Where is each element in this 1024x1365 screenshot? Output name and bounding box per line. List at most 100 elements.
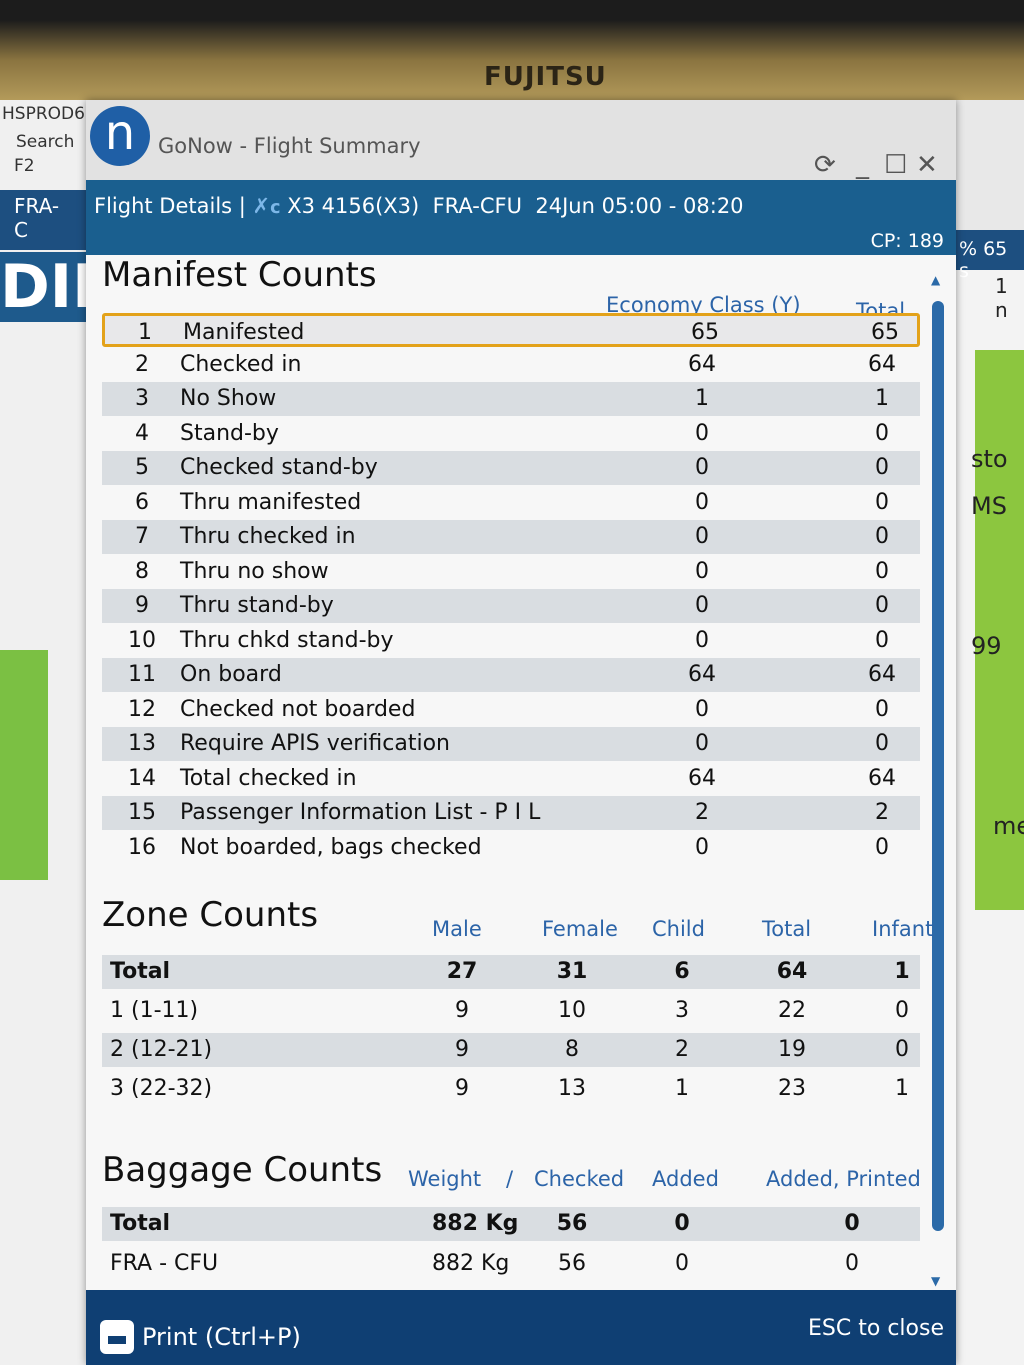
row-number: 16 [128,834,156,860]
zone-col-header: Female [542,917,618,941]
economy-count: 0 [695,420,709,446]
row-label: Thru stand-by [180,593,334,618]
esc-hint: ESC to close [808,1316,944,1341]
zone-value: 0 [895,1037,909,1062]
manifest-row[interactable]: 9 Thru stand-by 0 0 [102,589,920,623]
economy-count: 0 [695,489,709,515]
maximize-icon[interactable]: ☐ [884,150,908,180]
bg-green-block [975,350,1024,910]
row-label: Stand-by [180,420,279,446]
gonow-logo: n [90,106,150,166]
manifest-row[interactable]: 15 Passenger Information List - P I L 2 2 [102,796,920,830]
manifest-row[interactable]: 3 No Show 1 1 [102,382,920,416]
manifest-row[interactable]: 4 Stand-by 0 0 [102,417,920,451]
zone-value: 9 [455,1076,469,1101]
zone-row[interactable]: Total 27 31 6 64 1 [102,955,920,989]
economy-count: 0 [695,834,709,860]
total-count: 0 [875,524,889,549]
zone-col-header: Child [652,917,705,941]
zone-value: 27 [446,959,478,984]
zone-col-header: Total [762,917,812,941]
economy-count: 1 [695,386,709,411]
zone-label: 1 (1-11) [110,998,199,1023]
manifest-row[interactable]: 7 Thru checked in 0 0 [102,520,920,554]
zone-value: 1 [675,1076,689,1101]
baggage-row[interactable]: FRA - CFU 882 Kg 56 0 0 [102,1247,920,1281]
scrollbar-thumb[interactable] [932,301,944,1231]
scroll-up-icon[interactable]: ▲ [931,273,941,287]
row-number: 6 [135,489,149,515]
baggage-added-printed: 0 [845,1251,859,1276]
zone-value: 31 [556,959,588,984]
manifest-row[interactable]: 1 Manifested 65 65 [102,313,920,347]
zone-col-header: Infant [872,917,934,941]
zone-label: Total [110,959,171,984]
manifest-row[interactable]: 5 Checked stand-by 0 0 [102,451,920,485]
bg-text: 1 n [995,274,1008,322]
row-number: 10 [128,627,156,653]
zone-row[interactable]: 1 (1-11) 9 10 3 22 0 [102,994,920,1028]
flight-date-time: 24Jun 05:00 - 08:20 [535,194,744,218]
row-label: Total checked in [180,765,357,791]
scroll-down-icon[interactable]: ▼ [931,1274,941,1288]
baggage-checked: 56 [558,1251,586,1276]
row-number: 8 [135,558,149,584]
scrollbar[interactable]: ▲ ▼ [930,273,946,1288]
baggage-added: 0 [675,1251,689,1276]
row-number: 12 [128,696,156,722]
baggage-checked: 56 [556,1211,588,1236]
row-number: 15 [128,800,156,825]
row-label: Checked in [180,351,302,377]
total-count: 2 [875,800,889,825]
economy-count: 0 [695,627,709,653]
manifest-row[interactable]: 12 Checked not boarded 0 0 [102,693,920,727]
zone-value: 10 [558,998,586,1023]
flight-summary-window: n GoNow - Flight Summary ⟳ _ ☐ ✕ Flight … [86,100,956,1365]
total-count: 0 [875,627,889,653]
minimize-icon[interactable]: _ [856,150,869,180]
monitor-bezel: FUJITSU [0,0,1024,100]
total-count: 1 [875,386,889,411]
total-count: 0 [875,731,889,756]
manifest-row[interactable]: 2 Checked in 64 64 [102,348,920,382]
zone-row[interactable]: 2 (12-21) 9 8 2 19 0 [102,1033,920,1067]
baggage-label: Total [110,1211,171,1236]
economy-count: 0 [695,558,709,584]
total-count: 64 [868,765,896,791]
bg-text: me [993,812,1024,840]
bg-search[interactable]: Search [16,132,75,152]
baggage-row[interactable]: Total 882 Kg 56 0 0 [102,1207,920,1241]
manifest-row[interactable]: 14 Total checked in 64 64 [102,762,920,796]
row-label: Thru checked in [180,524,356,549]
manifest-row[interactable]: 13 Require APIS verification 0 0 [102,727,920,761]
bg-tab[interactable]: FRA-C [0,190,86,250]
zone-value: 9 [455,998,469,1023]
print-button[interactable]: Print (Ctrl+P) [100,1320,301,1354]
background-right-panel: % 65 s 1 n sto MS 99 me [955,230,1024,1365]
footer-bar: Print (Ctrl+P) ESC to close [86,1290,956,1365]
close-icon[interactable]: ✕ [916,150,938,180]
row-label: Thru manifested [180,489,362,515]
row-label: Thru chkd stand-by [180,627,394,653]
manifest-row[interactable]: 8 Thru no show 0 0 [102,555,920,589]
manifest-row[interactable]: 11 On board 64 64 [102,658,920,692]
manifest-row[interactable]: 10 Thru chkd stand-by 0 0 [102,624,920,658]
baggage-added: 0 [674,1211,690,1236]
zone-value: 13 [558,1076,586,1101]
total-count: 0 [875,455,889,480]
manifest-row[interactable]: 6 Thru manifested 0 0 [102,486,920,520]
zone-value: 64 [776,959,808,984]
row-number: 1 [138,320,152,345]
monitor-brand: FUJITSU [484,62,607,92]
baggage-col-header: Added, Printed [766,1167,921,1191]
manifest-title: Manifest Counts [102,255,377,295]
row-label: Not boarded, bags checked [180,834,482,860]
total-count: 64 [868,351,896,377]
zone-row[interactable]: 3 (22-32) 9 13 1 23 1 [102,1072,920,1106]
manifest-row[interactable]: 16 Not boarded, bags checked 0 0 [102,831,920,865]
baggage-col-header: Added [652,1167,719,1191]
zone-value: 8 [565,1037,579,1062]
zone-value: 6 [674,959,690,984]
refresh-icon[interactable]: ⟳ [814,150,836,180]
bg-green-block [0,650,48,880]
